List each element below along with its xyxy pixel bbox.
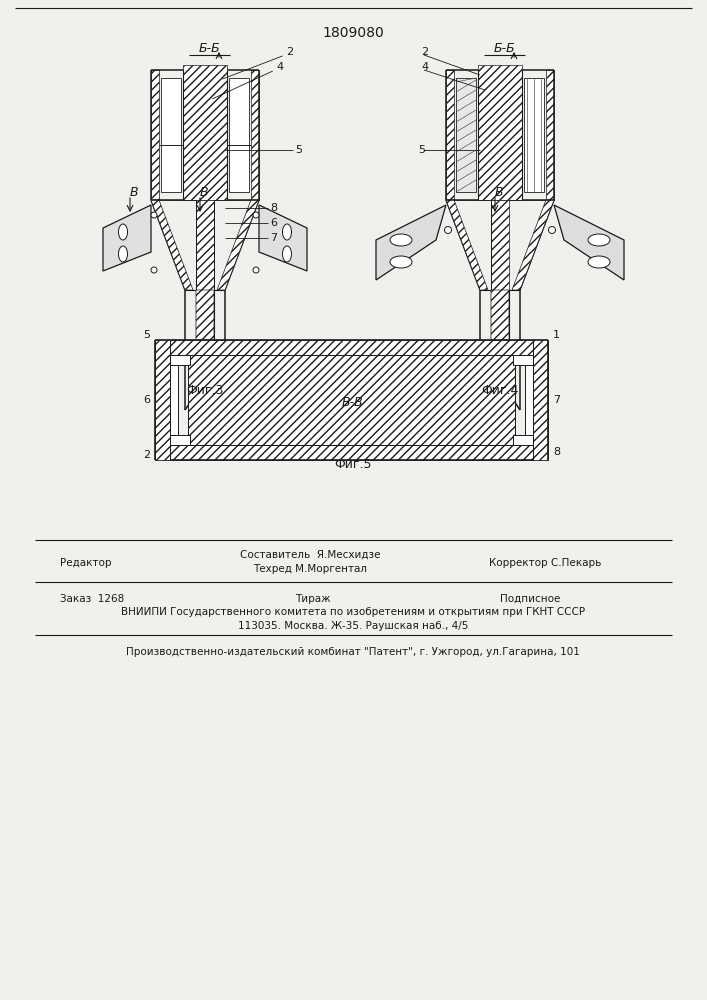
Text: 5: 5 (418, 145, 425, 155)
Bar (446, 70, 454, 200)
Text: Б-Б: Б-Б (494, 41, 516, 54)
Bar (513, 435, 533, 445)
Text: 4: 4 (421, 62, 428, 72)
Polygon shape (491, 290, 509, 410)
Text: Редактор: Редактор (60, 558, 112, 568)
Bar (188, 355, 515, 445)
Ellipse shape (253, 267, 259, 273)
Text: Составитель  Я.Месхидзе: Составитель Я.Месхидзе (240, 550, 380, 560)
Text: Подписное: Подписное (500, 594, 561, 604)
Text: 1: 1 (553, 330, 560, 340)
Ellipse shape (119, 224, 127, 240)
Bar (155, 340, 548, 355)
Bar (170, 435, 190, 445)
Ellipse shape (445, 227, 452, 233)
Text: В-В: В-В (342, 396, 364, 410)
Ellipse shape (119, 246, 127, 262)
Text: Производственно-издательский комбинат "Патент", г. Ужгород, ул.Гагарина, 101: Производственно-издательский комбинат "П… (126, 647, 580, 657)
Polygon shape (512, 200, 554, 290)
Bar (155, 340, 170, 460)
Bar (533, 340, 548, 460)
Bar (546, 70, 554, 200)
Text: Заказ  1268: Заказ 1268 (60, 594, 124, 604)
Ellipse shape (151, 212, 157, 218)
Bar (456, 78, 476, 192)
Bar (196, 200, 214, 290)
Polygon shape (376, 205, 446, 280)
Text: 1809080: 1809080 (322, 26, 384, 40)
Bar (161, 78, 181, 192)
Text: 5: 5 (143, 330, 150, 340)
Polygon shape (554, 205, 624, 280)
Bar (478, 65, 522, 200)
Text: 5: 5 (295, 145, 302, 155)
Text: Б-Б: Б-Б (199, 41, 221, 54)
Text: Фиг.3: Фиг.3 (187, 383, 223, 396)
Bar (151, 70, 159, 200)
Bar (155, 445, 548, 460)
Text: 2: 2 (286, 47, 293, 57)
Text: Тираж: Тираж (295, 594, 331, 604)
Bar (524, 78, 544, 192)
Polygon shape (446, 200, 488, 290)
Text: 8: 8 (553, 447, 560, 457)
Ellipse shape (253, 212, 259, 218)
Ellipse shape (283, 224, 291, 240)
Text: 113035. Москва. Ж-35. Раушская наб., 4/5: 113035. Москва. Ж-35. Раушская наб., 4/5 (238, 621, 468, 631)
Text: Фиг.5: Фиг.5 (334, 458, 372, 472)
Bar (170, 355, 190, 365)
Text: 2: 2 (421, 47, 428, 57)
Text: 2: 2 (143, 450, 150, 460)
Ellipse shape (151, 267, 157, 273)
Bar (229, 78, 249, 192)
Text: Техред М.Моргентал: Техред М.Моргентал (253, 564, 367, 574)
Text: 6: 6 (270, 218, 277, 228)
Text: В: В (495, 186, 503, 198)
Text: Фиг.4: Фиг.4 (481, 383, 519, 396)
Ellipse shape (390, 234, 412, 246)
Bar (525, 365, 533, 435)
Text: Корректор С.Пекарь: Корректор С.Пекарь (489, 558, 601, 568)
Polygon shape (103, 205, 151, 271)
Polygon shape (196, 290, 214, 410)
Text: 7: 7 (553, 395, 560, 405)
Polygon shape (151, 200, 193, 290)
Text: ВНИИПИ Государственного комитета по изобретениям и открытиям при ГКНТ СССР: ВНИИПИ Государственного комитета по изоб… (121, 607, 585, 617)
Text: 8: 8 (270, 203, 277, 213)
Ellipse shape (588, 256, 610, 268)
Bar (183, 65, 227, 200)
Bar (513, 355, 533, 365)
Ellipse shape (283, 246, 291, 262)
Text: 6: 6 (143, 395, 150, 405)
Text: 4: 4 (276, 62, 284, 72)
Ellipse shape (588, 234, 610, 246)
Text: В: В (200, 186, 209, 198)
Text: 7: 7 (270, 233, 277, 243)
Bar (491, 200, 509, 290)
Polygon shape (217, 200, 259, 290)
Polygon shape (259, 205, 307, 271)
Ellipse shape (549, 227, 556, 233)
Bar (251, 70, 259, 200)
Text: В: В (130, 186, 139, 198)
Bar (170, 365, 178, 435)
Ellipse shape (390, 256, 412, 268)
